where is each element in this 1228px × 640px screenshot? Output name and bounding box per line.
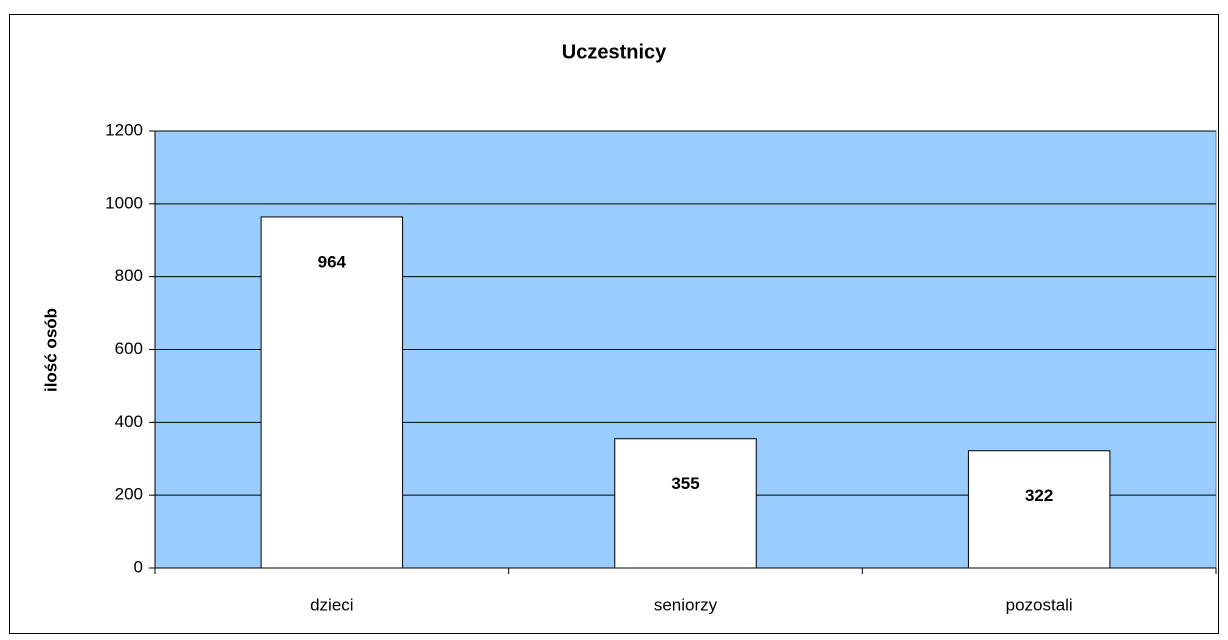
bar <box>260 216 404 569</box>
y-tick-label: 1200 <box>105 120 143 139</box>
y-axis-label: ilość osób <box>41 308 60 392</box>
x-tick-label: pozostali <box>1006 595 1073 614</box>
y-tick-label: 400 <box>115 412 143 431</box>
data-label: 322 <box>1025 486 1053 505</box>
bar <box>967 450 1111 569</box>
chart-title: Uczestnicy <box>562 41 667 63</box>
y-tick-label: 200 <box>115 485 143 504</box>
y-tick-label: 800 <box>115 266 143 285</box>
y-tick-label: 1000 <box>105 193 143 212</box>
y-tick-label: 0 <box>134 557 143 576</box>
data-label: 964 <box>318 252 347 271</box>
x-tick-label: dzieci <box>310 595 353 614</box>
bar <box>614 438 757 569</box>
x-tick-label: seniorzy <box>654 595 718 614</box>
data-label: 355 <box>671 474 699 493</box>
y-tick-label: 600 <box>115 339 143 358</box>
